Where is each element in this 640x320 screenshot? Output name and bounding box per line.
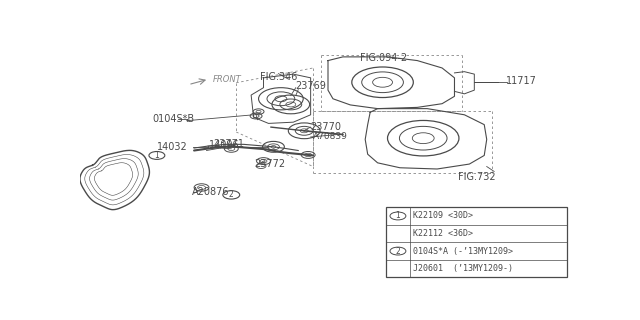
Bar: [386, 207, 567, 277]
Text: K22112 <36D>: K22112 <36D>: [413, 229, 473, 238]
Text: 23769: 23769: [295, 82, 326, 92]
Text: A094001216: A094001216: [515, 270, 568, 279]
Text: FIG.346: FIG.346: [260, 72, 298, 83]
Text: A20876: A20876: [191, 188, 229, 197]
Text: FIG.094-2: FIG.094-2: [360, 53, 408, 63]
Text: 23770: 23770: [310, 122, 341, 132]
Text: 0104S*A (-’13MY1209>: 0104S*A (-’13MY1209>: [413, 247, 513, 256]
Text: 2: 2: [229, 190, 234, 199]
Text: 1: 1: [154, 151, 159, 160]
Text: 1: 1: [396, 212, 400, 220]
Text: 23771: 23771: [214, 139, 244, 149]
Text: J20601  (’13MY1209-): J20601 (’13MY1209-): [413, 264, 513, 273]
Text: 14032: 14032: [157, 142, 188, 152]
Text: 11717: 11717: [506, 76, 536, 86]
Text: 0104S*B: 0104S*B: [152, 114, 194, 124]
Text: FIG.732: FIG.732: [458, 172, 495, 182]
Text: FRONT: FRONT: [213, 75, 242, 84]
Text: A70839: A70839: [313, 132, 348, 141]
Text: 2: 2: [396, 247, 400, 256]
Text: 14096: 14096: [209, 140, 239, 150]
Text: 23772: 23772: [255, 159, 285, 169]
Text: K22109 <30D>: K22109 <30D>: [413, 212, 473, 220]
